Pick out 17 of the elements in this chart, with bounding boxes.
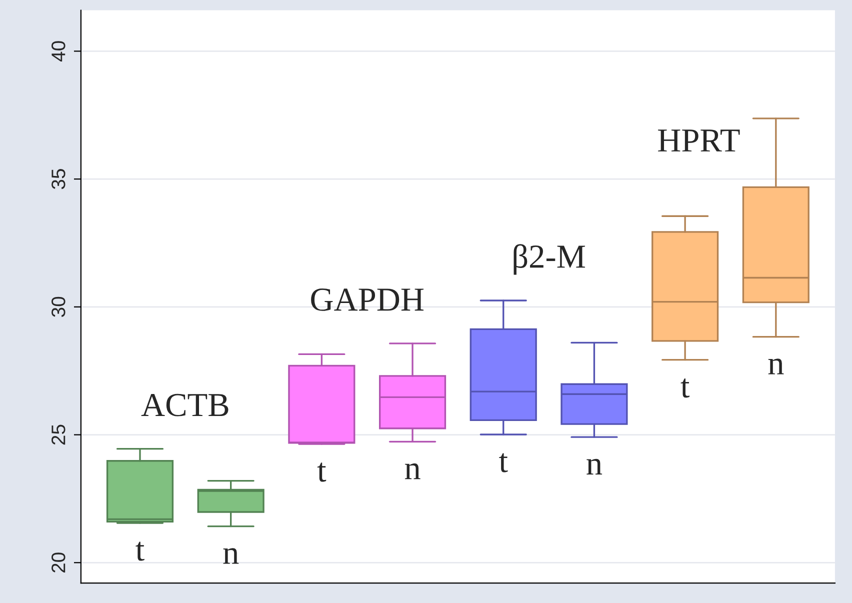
- x-tick-label: n: [404, 463, 420, 480]
- y-tick-label: 20: [52, 552, 66, 572]
- y-tick-label: 30: [52, 296, 66, 317]
- annotation: ACTB: [141, 394, 228, 416]
- y-tick-label: 25: [52, 424, 66, 445]
- x-tick-label: n: [768, 358, 784, 374]
- x-tick-label: t: [680, 378, 690, 398]
- x-tick-label: t: [499, 453, 508, 472]
- annotation: GAPDH: [311, 288, 424, 311]
- x-tick-label: n: [586, 458, 602, 475]
- annotation: β2-M: [514, 244, 585, 275]
- y-tick-label: 35: [52, 169, 66, 190]
- x-tick-label: n: [223, 548, 239, 564]
- y-tick-label: 40: [52, 41, 66, 62]
- x-tick-label: t: [317, 462, 326, 482]
- annotation: HPRT: [658, 130, 740, 152]
- x-tick-label: t: [136, 542, 144, 561]
